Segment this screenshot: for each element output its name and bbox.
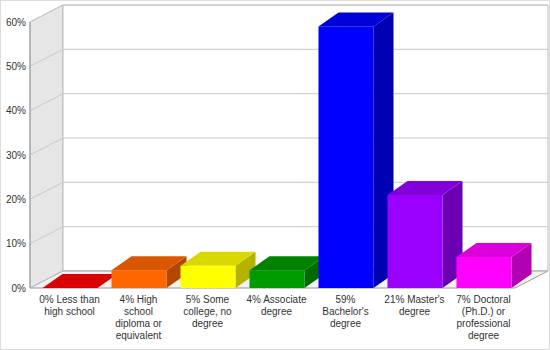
label-line: degree [330,318,362,329]
y-tick-label: 20% [6,194,26,205]
bar-top [319,12,394,26]
label-line: 21% Master's [384,294,444,305]
bar-top [250,256,325,270]
x-tick-label: 21% Master'sdegree [384,294,444,317]
label-line: (Ph.D.) or [462,306,506,317]
x-tick-label: 59%Bachelor'sdegree [322,294,368,329]
grid-line [30,49,548,66]
label-line: degree [399,306,431,317]
bar-front [112,270,167,288]
label-line: college, no [183,306,232,317]
bar-top [112,256,187,270]
y-tick-label: 30% [6,150,26,161]
bar-front [181,266,236,288]
bar [181,252,256,288]
label-line: professional [457,318,511,329]
grid-line [30,227,548,244]
x-tick-label: 4% Associatedegree [246,294,306,317]
x-tick-label: 7% Doctoral(Ph.D.) orprofessionaldegree [456,294,510,341]
bar-front [388,195,443,288]
grid-line [30,94,548,111]
bars [43,12,532,288]
y-tick-label: 60% [6,17,26,28]
label-line: school [124,306,153,317]
label-line: 59% [335,294,355,305]
bar-front [250,270,305,288]
y-tick-label: 40% [6,105,26,116]
bar [112,256,187,288]
label-line: 0% Less than [39,294,100,305]
bar [388,181,463,288]
bar [43,274,118,288]
label-line: high school [44,306,95,317]
label-line: degree [468,330,500,341]
grid-line [30,138,548,155]
bar [319,12,394,288]
grid-line [30,182,548,199]
chart-border [1,1,550,350]
bar-front [43,288,98,289]
label-line: 4% Associate [246,294,306,305]
label-line: Bachelor's [322,306,368,317]
label-line: 4% High [120,294,158,305]
label-line: degree [261,306,293,317]
bar-front [457,257,512,288]
bar-top [43,274,118,288]
x-tick-label: 4% Highschooldiploma orequivalent [115,294,162,341]
x-tick-label: 5% Somecollege, nodegree [183,294,232,329]
label-line: diploma or [115,318,162,329]
grid-line [30,5,548,22]
label-line: 5% Some [186,294,230,305]
chart: 0% 10% 20% 30% 40% 50% 60% 0% Less thanhigh sch… [0,0,550,350]
y-axis [30,22,31,288]
label-line: 7% Doctoral [456,294,510,305]
label-line: degree [192,318,224,329]
bar [457,243,532,288]
y-tick-label: 10% [6,238,26,249]
y-tick-label: 0% [12,283,27,294]
y-tick-label: 50% [6,61,26,72]
bar-top [388,181,463,195]
bar-front [319,26,374,288]
label-line: equivalent [116,330,162,341]
x-tick-label: 0% Less thanhigh school [39,294,100,317]
bar-top [181,252,256,266]
bar [250,256,325,288]
bar-top [457,243,532,257]
